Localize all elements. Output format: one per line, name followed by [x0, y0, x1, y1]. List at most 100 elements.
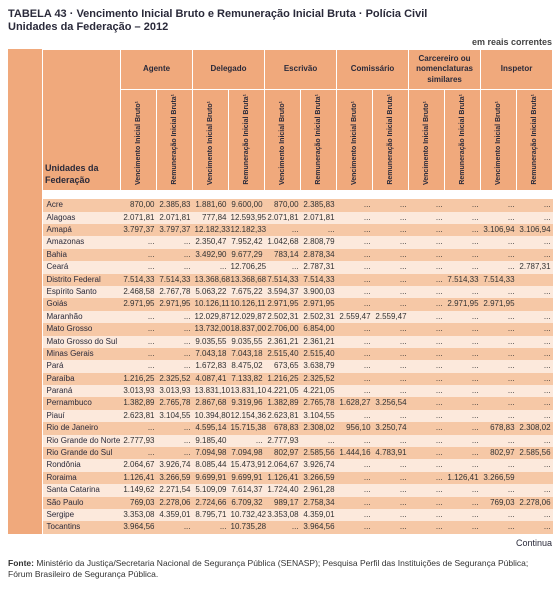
value-cell: 3.797,37	[157, 224, 193, 236]
value-cell: 10.126,11	[193, 298, 229, 310]
value-cell: 2.765,78	[301, 397, 337, 409]
value-cell	[517, 298, 553, 310]
value-cell: 2.787,31	[517, 261, 553, 273]
value-cell: ...	[445, 224, 481, 236]
value-cell: ...	[157, 435, 193, 447]
table-row: Goiás2.971,952.971,9510.126,1110.126,112…	[43, 298, 553, 310]
value-cell: 2.361,21	[301, 336, 337, 348]
value-cell: ...	[409, 323, 445, 335]
value-cell: ...	[445, 447, 481, 459]
value-cell: ...	[121, 323, 157, 335]
value-cell: ...	[373, 509, 409, 521]
value-cell: 2.308,02	[517, 422, 553, 434]
value-cell: 5.063,22	[193, 286, 229, 298]
value-cell: ...	[373, 274, 409, 286]
value-cell: ...	[445, 459, 481, 471]
value-cell: ...	[409, 261, 445, 273]
value-cell: 4.221,05	[265, 385, 301, 397]
subheader-cell: Remuneração Inicial Bruta¹	[157, 90, 193, 191]
value-cell: ...	[337, 274, 373, 286]
value-cell: 1.672,83	[193, 360, 229, 372]
value-cell: ...	[157, 261, 193, 273]
value-cell: 2.971,95	[301, 298, 337, 310]
value-cell: ...	[337, 360, 373, 372]
value-cell: ...	[337, 199, 373, 211]
header-group-row: Unidades da Federação Agente Delegado Es…	[43, 50, 553, 90]
uf-cell: Rondônia	[43, 459, 121, 471]
uf-cell: Mato Grosso do Sul	[43, 336, 121, 348]
value-cell: ...	[157, 249, 193, 261]
value-cell: 1.042,68	[265, 236, 301, 248]
group-carcereiro: Carcereiro ou nomenclaturas similares	[409, 50, 481, 90]
value-cell: 12.182,33	[229, 224, 265, 236]
value-cell: 3.797,37	[121, 224, 157, 236]
value-cell: ...	[517, 236, 553, 248]
value-cell: ...	[409, 397, 445, 409]
table-row: Pernambuco1.382,892.765,782.867,689.319,…	[43, 397, 553, 409]
value-cell: 1.382,89	[265, 397, 301, 409]
value-cell: 10.126,11	[229, 298, 265, 310]
value-cell: ...	[337, 286, 373, 298]
value-cell: ...	[373, 459, 409, 471]
value-cell: 783,14	[265, 249, 301, 261]
value-cell: ...	[409, 336, 445, 348]
value-cell: 2.878,34	[301, 249, 337, 261]
value-cell: ...	[445, 373, 481, 385]
table-row: Acre870,002.385,831.881,609.600,00870,00…	[43, 199, 553, 211]
value-cell: 2.502,31	[265, 311, 301, 323]
value-cell: ...	[445, 360, 481, 372]
value-cell: ...	[373, 298, 409, 310]
value-cell: ...	[337, 323, 373, 335]
value-cell: 2.071,81	[157, 212, 193, 224]
spacer-row	[43, 191, 553, 200]
subheader-cell: Vencimento Inicial Bruto¹	[265, 90, 301, 191]
value-cell: 4.221,05	[301, 385, 337, 397]
value-cell: ...	[481, 212, 517, 224]
value-cell: 1.724,40	[265, 484, 301, 496]
value-cell: ...	[409, 472, 445, 484]
value-cell: 12.593,95	[229, 212, 265, 224]
value-cell: 2.808,79	[301, 236, 337, 248]
group-inspetor: Inspetor	[481, 50, 553, 90]
value-cell: ...	[373, 373, 409, 385]
subheader-cell: Vencimento Inicial Bruto¹	[481, 90, 517, 191]
value-cell: ...	[337, 385, 373, 397]
value-cell: ...	[157, 336, 193, 348]
value-cell: ...	[409, 348, 445, 360]
subheader-label: Remuneração Inicial Bruta¹	[170, 92, 179, 185]
value-cell: 1.444,16	[337, 447, 373, 459]
value-cell: 7.614,37	[229, 484, 265, 496]
value-cell: ...	[337, 336, 373, 348]
value-cell: 956,10	[337, 422, 373, 434]
value-cell: 2.777,93	[121, 435, 157, 447]
value-cell: ...	[193, 261, 229, 273]
value-cell: ...	[409, 224, 445, 236]
value-cell: ...	[481, 360, 517, 372]
value-cell: 2.787,31	[301, 261, 337, 273]
value-cell: ...	[517, 397, 553, 409]
value-cell: ...	[337, 212, 373, 224]
uf-header: Unidades da Federação	[43, 50, 121, 191]
value-cell: ...	[481, 521, 517, 533]
subheader-cell: Remuneração Inicial Bruta¹	[373, 90, 409, 191]
value-cell: ...	[517, 459, 553, 471]
table-row: Mato Grosso do Sul......9.035,559.035,55…	[43, 336, 553, 348]
value-cell: 2.559,47	[337, 311, 373, 323]
value-cell: 2.867,68	[193, 397, 229, 409]
value-cell: 4.595,14	[193, 422, 229, 434]
value-cell: 7.675,22	[229, 286, 265, 298]
value-cell: 8.795,71	[193, 509, 229, 521]
value-cell: ...	[445, 410, 481, 422]
value-cell: 2.385,83	[301, 199, 337, 211]
table-row: Paraíba1.216,252.325,524.087,417.133,821…	[43, 373, 553, 385]
value-cell: 1.126,41	[121, 472, 157, 484]
value-cell: 678,83	[481, 422, 517, 434]
value-cell: ...	[481, 397, 517, 409]
subheader-label: Vencimento Inicial Bruto¹	[134, 99, 143, 185]
value-cell: 1.126,41	[445, 472, 481, 484]
value-cell: 8.475,02	[229, 360, 265, 372]
value-cell: ...	[409, 298, 445, 310]
value-cell: 9.035,55	[229, 336, 265, 348]
uf-cell: Roraima	[43, 472, 121, 484]
value-cell: ...	[409, 236, 445, 248]
